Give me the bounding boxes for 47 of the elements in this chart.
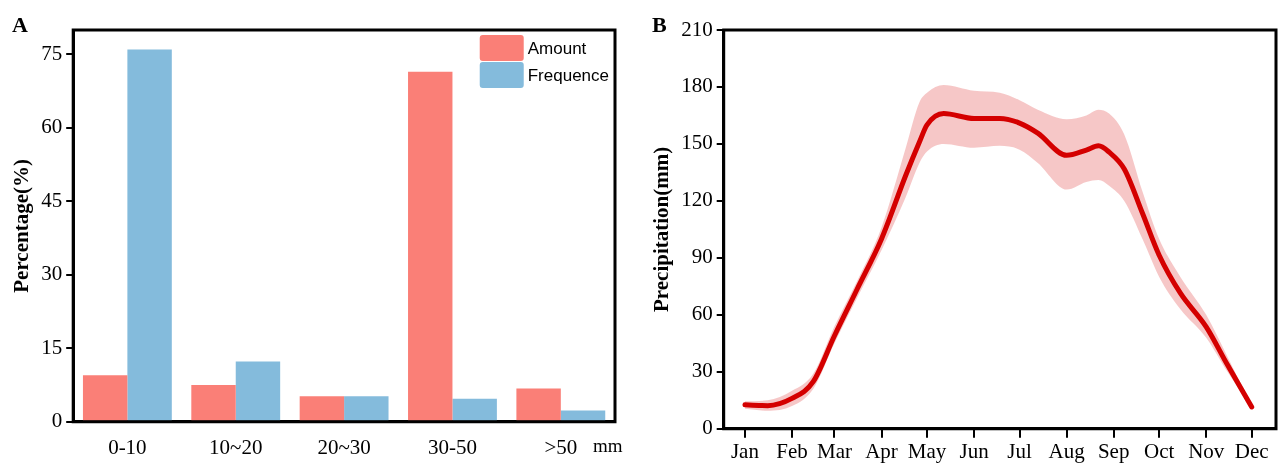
y-tick-label: 30 (691, 358, 713, 383)
x-tick-label: Jun (959, 438, 990, 463)
x-tick-label: Sep (1097, 438, 1130, 463)
x-tick-label: 30-50 (427, 434, 477, 459)
bar (299, 396, 345, 421)
bar (127, 49, 172, 421)
bar (235, 361, 281, 421)
y-tick-label: 150 (681, 130, 713, 155)
x-tick-label: Aug (1048, 438, 1086, 463)
x-tick-label: Mar (816, 438, 852, 463)
x-tick-label: Jan (730, 438, 760, 463)
text: mm (593, 434, 623, 456)
y-tick-label: 90 (691, 244, 713, 269)
x-tick-label: Dec (1234, 438, 1269, 463)
legend-label: Frequence (527, 65, 610, 85)
x-tick-label: >50 (544, 434, 578, 459)
chart-title: A (12, 11, 28, 37)
bar (516, 388, 561, 421)
bar (344, 396, 389, 421)
bar (191, 385, 236, 421)
x-tick-label: 10~20 (209, 434, 263, 459)
x-tick-label: 20~30 (317, 434, 371, 459)
x-tick-label: Apr (865, 438, 898, 463)
bar (82, 375, 128, 421)
x-tick-label: Oct (1144, 438, 1175, 463)
y-axis-title: Percentage(%) (9, 159, 34, 293)
x-tick-label: Feb (776, 438, 808, 463)
y-tick-label: 60 (41, 114, 63, 139)
y-tick-label: 180 (681, 73, 713, 98)
y-tick-label: 0 (51, 408, 63, 433)
x-tick-label: Jul (1007, 438, 1032, 463)
chart-title: B (652, 11, 667, 37)
y-tick-label: 45 (41, 187, 63, 212)
y-tick-label: 75 (41, 41, 63, 65)
y-tick-label: 15 (41, 334, 63, 359)
y-tick-label: 0 (702, 415, 713, 440)
x-tick-label: Nov (1188, 438, 1225, 463)
x-tick-label: 0-10 (108, 434, 147, 459)
bar (408, 71, 453, 421)
y-tick-label: 120 (681, 187, 713, 212)
bar (452, 398, 497, 421)
legend-label: Amount (527, 38, 587, 58)
y-axis-title: Precipitation(mm) (649, 146, 674, 313)
y-tick-label: 30 (41, 261, 63, 286)
y-tick-label: 210 (681, 16, 713, 41)
x-tick-label: May (907, 438, 947, 463)
y-tick-label: 60 (691, 301, 713, 326)
